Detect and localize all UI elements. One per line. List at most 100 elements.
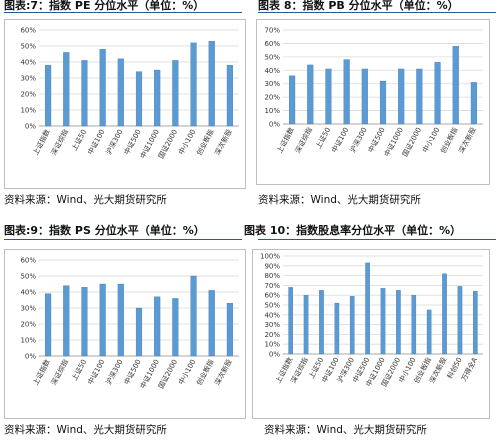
x-tick-label: 中小100 <box>177 128 198 156</box>
x-tick-label: 创业板指 <box>194 358 215 387</box>
y-tick-label: 20% <box>20 91 36 99</box>
y-tick-label: 50% <box>20 43 36 51</box>
y-tick-label: 50% <box>264 53 280 61</box>
bar <box>99 49 106 127</box>
bar <box>190 42 197 127</box>
y-tick-label: 30% <box>20 75 36 83</box>
bar <box>208 41 215 127</box>
chart-panel: 0% 10% 20% 30% 40% 50% 60% 上证指数 深证综指 上证50 中证100 沪深3… <box>4 19 246 189</box>
chart-panel: 0% 10% 20% 30% 40% 50% 60% 70% 80% 90% 100% 上证指数 深证综… <box>252 249 490 419</box>
x-tick-label: 中证100 <box>330 126 351 154</box>
bar <box>365 262 370 355</box>
y-tick-label: 60% <box>264 40 280 48</box>
bar <box>288 287 293 355</box>
y-tick-label: 40% <box>264 311 280 319</box>
y-tick-label: 0% <box>25 123 36 131</box>
y-tick-label: 60% <box>20 27 36 35</box>
bar <box>343 59 350 125</box>
bar <box>349 296 355 355</box>
bar <box>117 58 124 127</box>
bar <box>63 285 70 357</box>
y-tick-label: 30% <box>264 80 280 88</box>
y-tick-label: 60% <box>20 257 36 265</box>
bar <box>208 290 215 357</box>
x-tick-label: 中小100 <box>421 126 442 154</box>
bar <box>226 303 233 357</box>
title-underline <box>4 12 242 13</box>
bar <box>361 68 368 125</box>
bar <box>172 60 179 127</box>
chart-source: 资料来源：Wind、光大期货研究所 <box>264 424 427 436</box>
x-tick-label: 中小100 <box>177 358 198 386</box>
chart-panel: 0% 10% 20% 30% 40% 50% 60% 70% 上证指数 深证综指 上证50 中证100… <box>256 19 490 185</box>
y-tick-label: 100% <box>260 253 280 261</box>
bar <box>325 68 332 125</box>
y-tick-label: 40% <box>20 289 36 297</box>
x-tick-label: 上证指数 <box>31 128 52 157</box>
y-tick-label: 60% <box>264 292 280 300</box>
x-tick-label: 深次新股 <box>213 358 234 387</box>
x-tick-label: 上证50 <box>314 126 333 150</box>
x-tick-label: 深证综指 <box>293 126 314 155</box>
bar <box>473 291 478 355</box>
title-underline <box>4 239 242 240</box>
chart-title: 图表:7：指数 PE 分位水平（单位：%） <box>4 0 205 12</box>
y-tick-label: 50% <box>264 302 280 310</box>
bar <box>334 302 340 355</box>
bar <box>457 286 463 355</box>
x-tick-label: 国证2000 <box>157 128 179 160</box>
chart-source: 资料来源：Wind、光大期货研究所 <box>4 194 167 206</box>
y-tick-label: 10% <box>264 341 280 349</box>
bar <box>99 283 106 357</box>
bar <box>416 68 423 125</box>
y-tick-label: 0% <box>269 121 280 129</box>
y-tick-label: 30% <box>20 305 36 313</box>
x-tick-label: 中证100 <box>86 358 107 386</box>
title-underline <box>258 239 496 240</box>
bar <box>289 75 296 125</box>
title-underline <box>258 12 496 13</box>
x-tick-label: 创业板指 <box>194 128 215 157</box>
bar <box>45 293 52 357</box>
x-tick-label: 深次新股 <box>213 128 234 157</box>
bar <box>45 65 52 127</box>
bar <box>154 296 161 357</box>
x-tick-label: 创业板指 <box>438 126 459 155</box>
bar <box>172 298 179 357</box>
bar <box>303 295 309 355</box>
y-tick-label: 70% <box>264 27 280 35</box>
y-tick-label: 40% <box>20 59 36 67</box>
bar <box>319 290 324 355</box>
bar <box>398 68 405 125</box>
y-tick-label: 70% <box>264 282 280 290</box>
x-tick-label: 国证2000 <box>157 358 179 390</box>
x-tick-label: 中证100 <box>86 128 107 156</box>
x-tick-label: 沪深300 <box>104 128 125 156</box>
y-tick-label: 0% <box>25 353 36 361</box>
bar <box>117 283 124 357</box>
bar <box>135 71 143 127</box>
bar <box>154 69 161 127</box>
chart-title: 图表:9：指数 PS 分位水平（单位：%） <box>4 224 205 237</box>
bar <box>190 275 197 357</box>
y-tick-label: 10% <box>20 107 36 115</box>
y-tick-label: 50% <box>20 273 36 281</box>
bar <box>396 290 401 355</box>
x-tick-label: 上证指数 <box>31 358 52 387</box>
bar <box>307 64 314 125</box>
chart-title: 图表 10：指数股息率分位水平（单位：%） <box>244 224 462 237</box>
bar <box>434 62 441 125</box>
bar <box>81 60 88 127</box>
chart-panel: 0% 10% 20% 30% 40% 50% 60% 上证指数 深证综指 上证50 中证100 沪深3… <box>4 249 246 419</box>
x-tick-label: 上证50 <box>70 358 89 382</box>
x-tick-label: 沪深300 <box>104 358 125 386</box>
x-tick-label: 深证综指 <box>49 128 70 157</box>
bar <box>379 80 387 125</box>
bar <box>426 309 432 355</box>
chart-source: 资料来源：Wind、光大期货研究所 <box>258 194 421 206</box>
y-tick-label: 10% <box>20 337 36 345</box>
chart-source: 资料来源：Wind、光大期货研究所 <box>4 424 167 436</box>
